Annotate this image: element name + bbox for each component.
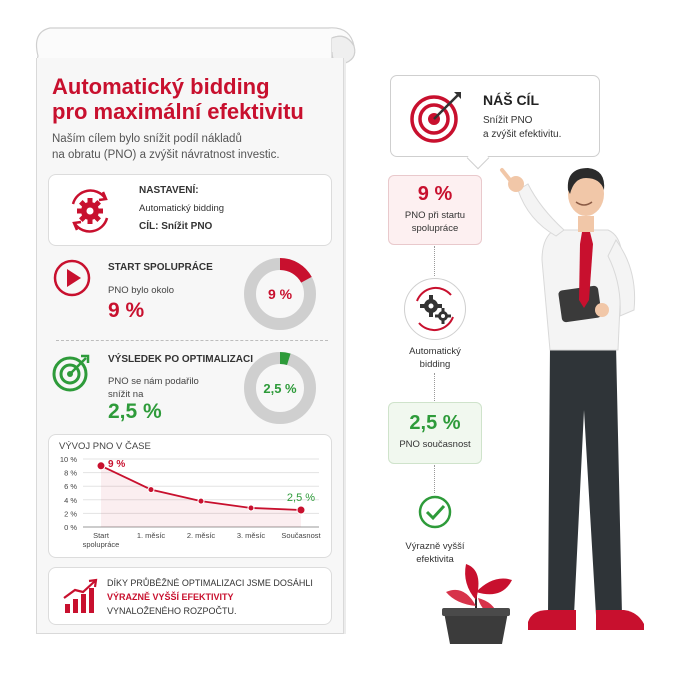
timeline-connector	[434, 465, 435, 493]
timeline-auto-label: Automatický bidding	[409, 346, 461, 370]
goal-heading: NÁŠ CÍL	[483, 92, 539, 108]
timeline-connector	[434, 246, 435, 276]
gears-icon	[416, 286, 454, 332]
data-point	[296, 505, 306, 515]
start-donut-label: 9 %	[268, 286, 293, 302]
plant-illustration	[442, 564, 512, 644]
x-tick-label: Současnost	[281, 531, 321, 540]
y-tick-label: 2 %	[64, 509, 77, 518]
chart-title: VÝVOJ PNO V ČASE	[59, 441, 151, 452]
timeline-start-value: 9 %	[417, 183, 453, 205]
summary-card: DÍKY PRŮBĚŽNÉ OPTIMALIZACI JSME DOSÁHLI …	[48, 567, 332, 625]
x-tick-label: 2. měsíc	[187, 531, 216, 540]
gears-refresh-icon	[71, 189, 109, 233]
result-heading: VÝSLEDEK PO OPTIMALIZACI	[108, 354, 254, 365]
y-tick-label: 4 %	[64, 496, 77, 505]
chart-card: VÝVOJ PNO V ČASE 0 % 2 % 4 % 6 % 8 % 10 % Star…	[48, 434, 332, 558]
page-title: Automatický bidding pro maximální efektiv…	[52, 74, 304, 124]
x-tick-label: 3. měsíc	[237, 531, 266, 540]
y-tick-label: 10 %	[60, 455, 77, 464]
businessman-illustration	[500, 168, 644, 630]
section-divider	[56, 340, 328, 341]
y-tick-label: 8 %	[64, 469, 77, 478]
data-point	[247, 504, 255, 512]
x-tick-label: 1. měsíc	[137, 531, 166, 540]
x-tick-label: Start	[93, 531, 110, 540]
intro-text: Naším cílem bylo snížit podíl nákladů na …	[52, 133, 280, 161]
start-value: 9 %	[108, 299, 145, 322]
start-text: PNO bylo okolo	[108, 285, 175, 296]
data-point	[197, 497, 205, 505]
play-icon	[53, 259, 91, 297]
start-donut-arc	[244, 258, 316, 330]
goal-text: Snížit PNO a zvýšit efektivitu.	[483, 115, 562, 140]
checkmark-icon	[418, 495, 452, 529]
timeline-final-label: Výrazně vyšší efektivita	[405, 541, 465, 565]
growth-chart-icon	[63, 578, 98, 613]
settings-value: Automatický bidding	[139, 203, 225, 214]
result-donut-arc	[244, 352, 316, 424]
settings-goal: CÍL: Snížit PNO	[139, 221, 213, 232]
start-donut: 9 %	[244, 258, 316, 330]
timeline-now-label: PNO současnost	[399, 439, 471, 450]
timeline-start-box: 9 % PNO při startu spolupráce	[388, 175, 482, 245]
result-text: PNO se nám podařilo snížit na	[108, 376, 199, 400]
data-label: 9 %	[108, 459, 125, 470]
x-tick-label: spolupráce	[83, 540, 120, 549]
result-donut-label: 2,5 %	[263, 381, 297, 396]
settings-heading: NASTAVENÍ:	[139, 185, 199, 196]
y-tick-label: 0 %	[64, 523, 77, 532]
result-value: 2,5 %	[108, 400, 162, 423]
timeline-now-value: 2,5 %	[409, 412, 461, 434]
summary-text: DÍKY PRŮBĚŽNÉ OPTIMALIZACI JSME DOSÁHLI …	[107, 578, 313, 616]
settings-card: NASTAVENÍ: Automatický bidding CÍL: Sníž…	[48, 174, 332, 246]
gears-icon-circle	[404, 278, 466, 340]
result-donut: 2,5 %	[244, 352, 316, 424]
data-point	[96, 461, 106, 471]
timeline-start-label: PNO při startu spolupráce	[404, 210, 466, 234]
data-point	[147, 486, 155, 494]
start-heading: START SPOLUPRÁCE	[108, 262, 213, 273]
area-fill	[101, 465, 301, 527]
timeline-now-box: 2,5 % PNO současnost	[388, 402, 482, 464]
timeline-connector	[434, 373, 435, 401]
target-arrow-icon	[410, 92, 461, 143]
target-check-icon	[52, 354, 90, 392]
y-tick-label: 6 %	[64, 482, 77, 491]
goal-speech-bubble: NÁŠ CÍL Snížit PNO a zvýšit efektivitu.	[390, 75, 600, 157]
data-label: 2,5 %	[287, 492, 315, 504]
